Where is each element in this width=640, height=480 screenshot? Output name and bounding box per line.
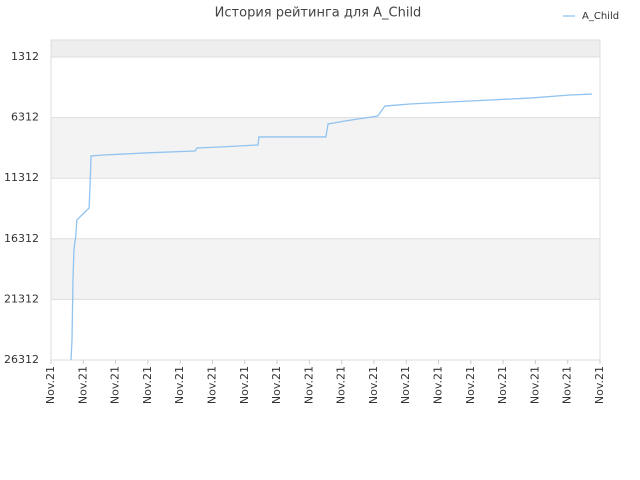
y-tick-label: 26312 xyxy=(4,353,39,366)
x-tick-label: Nov.21 xyxy=(302,366,315,404)
plot-band xyxy=(51,238,600,300)
x-tick-label: Nov.21 xyxy=(399,366,412,404)
x-tick-label: Nov.21 xyxy=(335,366,348,404)
x-tick-label: Nov.21 xyxy=(76,366,89,404)
plot-band xyxy=(51,56,600,118)
x-tick-label: Nov.21 xyxy=(270,366,283,404)
x-tick-label: Nov.21 xyxy=(367,366,380,404)
chart-title: История рейтинга для A_Child xyxy=(215,6,422,21)
x-tick-label: Nov.21 xyxy=(464,366,477,404)
plot-band xyxy=(51,40,600,57)
y-tick-label: 11312 xyxy=(4,171,39,184)
plot-frame xyxy=(50,39,601,361)
x-tick-label: Nov.21 xyxy=(593,366,606,404)
x-tick-label: Nov.21 xyxy=(109,366,122,404)
x-tick-label: Nov.21 xyxy=(432,366,445,404)
x-tick-label: Nov.21 xyxy=(141,366,154,404)
x-tick-label: Nov.21 xyxy=(173,366,186,404)
plot-band xyxy=(51,299,600,360)
y-tick-label: 1312 xyxy=(11,50,39,63)
x-tick-label: Nov.21 xyxy=(44,366,57,404)
y-tick-label: 6312 xyxy=(11,111,39,124)
series-line xyxy=(70,93,592,361)
y-tick-label: 16312 xyxy=(4,232,39,245)
x-tick-label: Nov.21 xyxy=(205,366,218,404)
x-tick-label: Nov.21 xyxy=(496,366,509,404)
plot-band xyxy=(51,117,600,179)
x-tick-label: Nov.21 xyxy=(561,366,574,404)
x-tick-label: Nov.21 xyxy=(238,366,251,404)
y-tick-label: 21312 xyxy=(4,292,39,305)
legend-label: A_Child xyxy=(582,11,619,22)
x-tick-label: Nov.21 xyxy=(528,366,541,404)
plot-band xyxy=(51,178,600,239)
